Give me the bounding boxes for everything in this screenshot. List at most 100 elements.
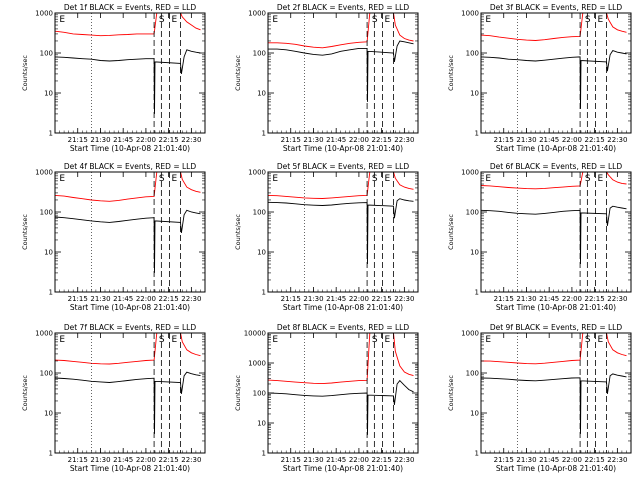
y-tick-label: 100 (40, 370, 53, 378)
series-line-events (54, 371, 201, 434)
series-line-lld (268, 12, 414, 49)
event-letter: E (59, 335, 65, 345)
y-tick-label: 1000 (35, 330, 53, 338)
x-tick-label: 21:45 (539, 295, 559, 303)
x-tick-label: 21:30 (90, 295, 110, 303)
x-tick-label: 21:30 (303, 456, 323, 464)
event-letter: E (172, 15, 178, 25)
chart-panel: Det 8f BLACK = Events, RED = LLD 1 10 100 10… (234, 323, 419, 473)
chart-panel: Det 6f BLACK = Events, RED = LLD 1 10 100 10… (447, 162, 632, 312)
x-tick-label: 21:15 (494, 456, 514, 464)
x-tick-label: 21:45 (326, 136, 346, 144)
plot-frame (54, 171, 206, 293)
event-letter: E (59, 15, 65, 25)
x-tick-label: 22:15 (585, 295, 605, 303)
y-tick-label: 1 (262, 450, 266, 458)
x-tick-label: 22:15 (372, 136, 392, 144)
y-tick-label: 100 (40, 209, 53, 217)
y-axis-label: Counts/sec (234, 55, 242, 91)
plot-frame (267, 12, 419, 134)
y-tick-label: 1000 (248, 169, 266, 177)
event-letter: E (172, 335, 178, 345)
x-axis-label: Start Time (10-Apr-08 21:01:40) (70, 144, 190, 153)
y-axis-label: Counts/sec (447, 214, 455, 250)
event-letter: E (485, 15, 491, 25)
x-tick-label: 21:30 (516, 136, 536, 144)
x-tick-label: 22:00 (562, 295, 582, 303)
event-letter: S (372, 335, 378, 345)
x-tick-label: 22:00 (349, 456, 369, 464)
x-axis-label: Start Time (10-Apr-08 21:01:40) (283, 303, 403, 312)
y-tick-label: 1 (475, 289, 479, 297)
x-tick-label: 21:45 (539, 456, 559, 464)
series-line-lld (480, 12, 627, 41)
x-tick-label: 21:45 (113, 295, 133, 303)
y-tick-label: 1 (262, 130, 266, 138)
x-tick-label: 22:15 (159, 136, 179, 144)
series-line-events (480, 373, 627, 434)
x-tick-label: 21:15 (494, 136, 514, 144)
y-tick-label: 1000 (248, 10, 266, 18)
y-tick-label: 10 (44, 90, 53, 98)
event-letter: E (485, 174, 491, 184)
x-tick-label: 21:15 (281, 295, 301, 303)
event-letter: S (159, 174, 165, 184)
chart-panel: Det 4f BLACK = Events, RED = LLD 1 10 100 10… (21, 162, 206, 312)
x-tick-label: 21:45 (326, 295, 346, 303)
y-tick-label: 100 (40, 50, 53, 58)
x-tick-label: 21:15 (68, 456, 88, 464)
y-tick-label: 100 (253, 390, 266, 398)
x-tick-label: 22:30 (607, 295, 627, 303)
event-letter: S (372, 174, 378, 184)
chart-title: Det 1f BLACK = Events, RED = LLD (64, 3, 197, 12)
y-tick-label: 1000 (461, 330, 479, 338)
x-tick-label: 22:15 (585, 456, 605, 464)
chart-panel: Det 1f BLACK = Events, RED = LLD 1 10 100 10… (21, 3, 206, 153)
x-tick-label: 22:00 (136, 456, 156, 464)
y-tick-label: 1 (475, 130, 479, 138)
x-tick-label: 21:30 (516, 456, 536, 464)
series-line-lld (54, 171, 201, 202)
x-tick-label: 21:45 (539, 136, 559, 144)
event-letter: S (159, 15, 165, 25)
plot-frame (480, 332, 632, 454)
event-letter: E (172, 174, 178, 184)
event-letter: S (585, 174, 591, 184)
series-line-lld (480, 171, 627, 190)
event-letter: E (598, 174, 604, 184)
y-tick-label: 100 (466, 209, 479, 217)
event-letter: E (272, 15, 278, 25)
x-tick-label: 21:30 (516, 295, 536, 303)
event-letter: E (598, 335, 604, 345)
plot-frame (54, 332, 206, 454)
x-tick-label: 22:15 (159, 456, 179, 464)
y-tick-label: 10000 (244, 330, 266, 338)
series-line-events (54, 209, 201, 273)
y-axis-label: Counts/sec (234, 214, 242, 250)
y-tick-label: 10 (257, 90, 266, 98)
event-letter: E (385, 174, 391, 184)
x-tick-label: 22:30 (181, 456, 201, 464)
event-letter: S (159, 335, 165, 345)
y-tick-label: 10 (470, 410, 479, 418)
y-tick-label: 1000 (35, 10, 53, 18)
event-letter: E (385, 15, 391, 25)
x-axis-label: Start Time (10-Apr-08 21:01:40) (70, 464, 190, 473)
x-axis-label: Start Time (10-Apr-08 21:01:40) (496, 464, 616, 473)
x-tick-label: 22:30 (181, 295, 201, 303)
event-letter: S (585, 335, 591, 345)
series-line-events (268, 40, 414, 102)
x-tick-label: 22:30 (181, 136, 201, 144)
y-tick-label: 10 (257, 249, 266, 257)
series-line-events (267, 198, 414, 265)
x-tick-label: 22:15 (159, 295, 179, 303)
series-line-lld (480, 332, 627, 365)
x-tick-label: 21:30 (303, 295, 323, 303)
x-axis-label: Start Time (10-Apr-08 21:01:40) (283, 464, 403, 473)
y-tick-label: 100 (466, 50, 479, 58)
chart-title: Det 8f BLACK = Events, RED = LLD (277, 323, 410, 332)
event-letter: S (585, 15, 591, 25)
y-tick-label: 1000 (248, 360, 266, 368)
x-tick-label: 22:00 (562, 136, 582, 144)
plot-frame (267, 171, 419, 293)
